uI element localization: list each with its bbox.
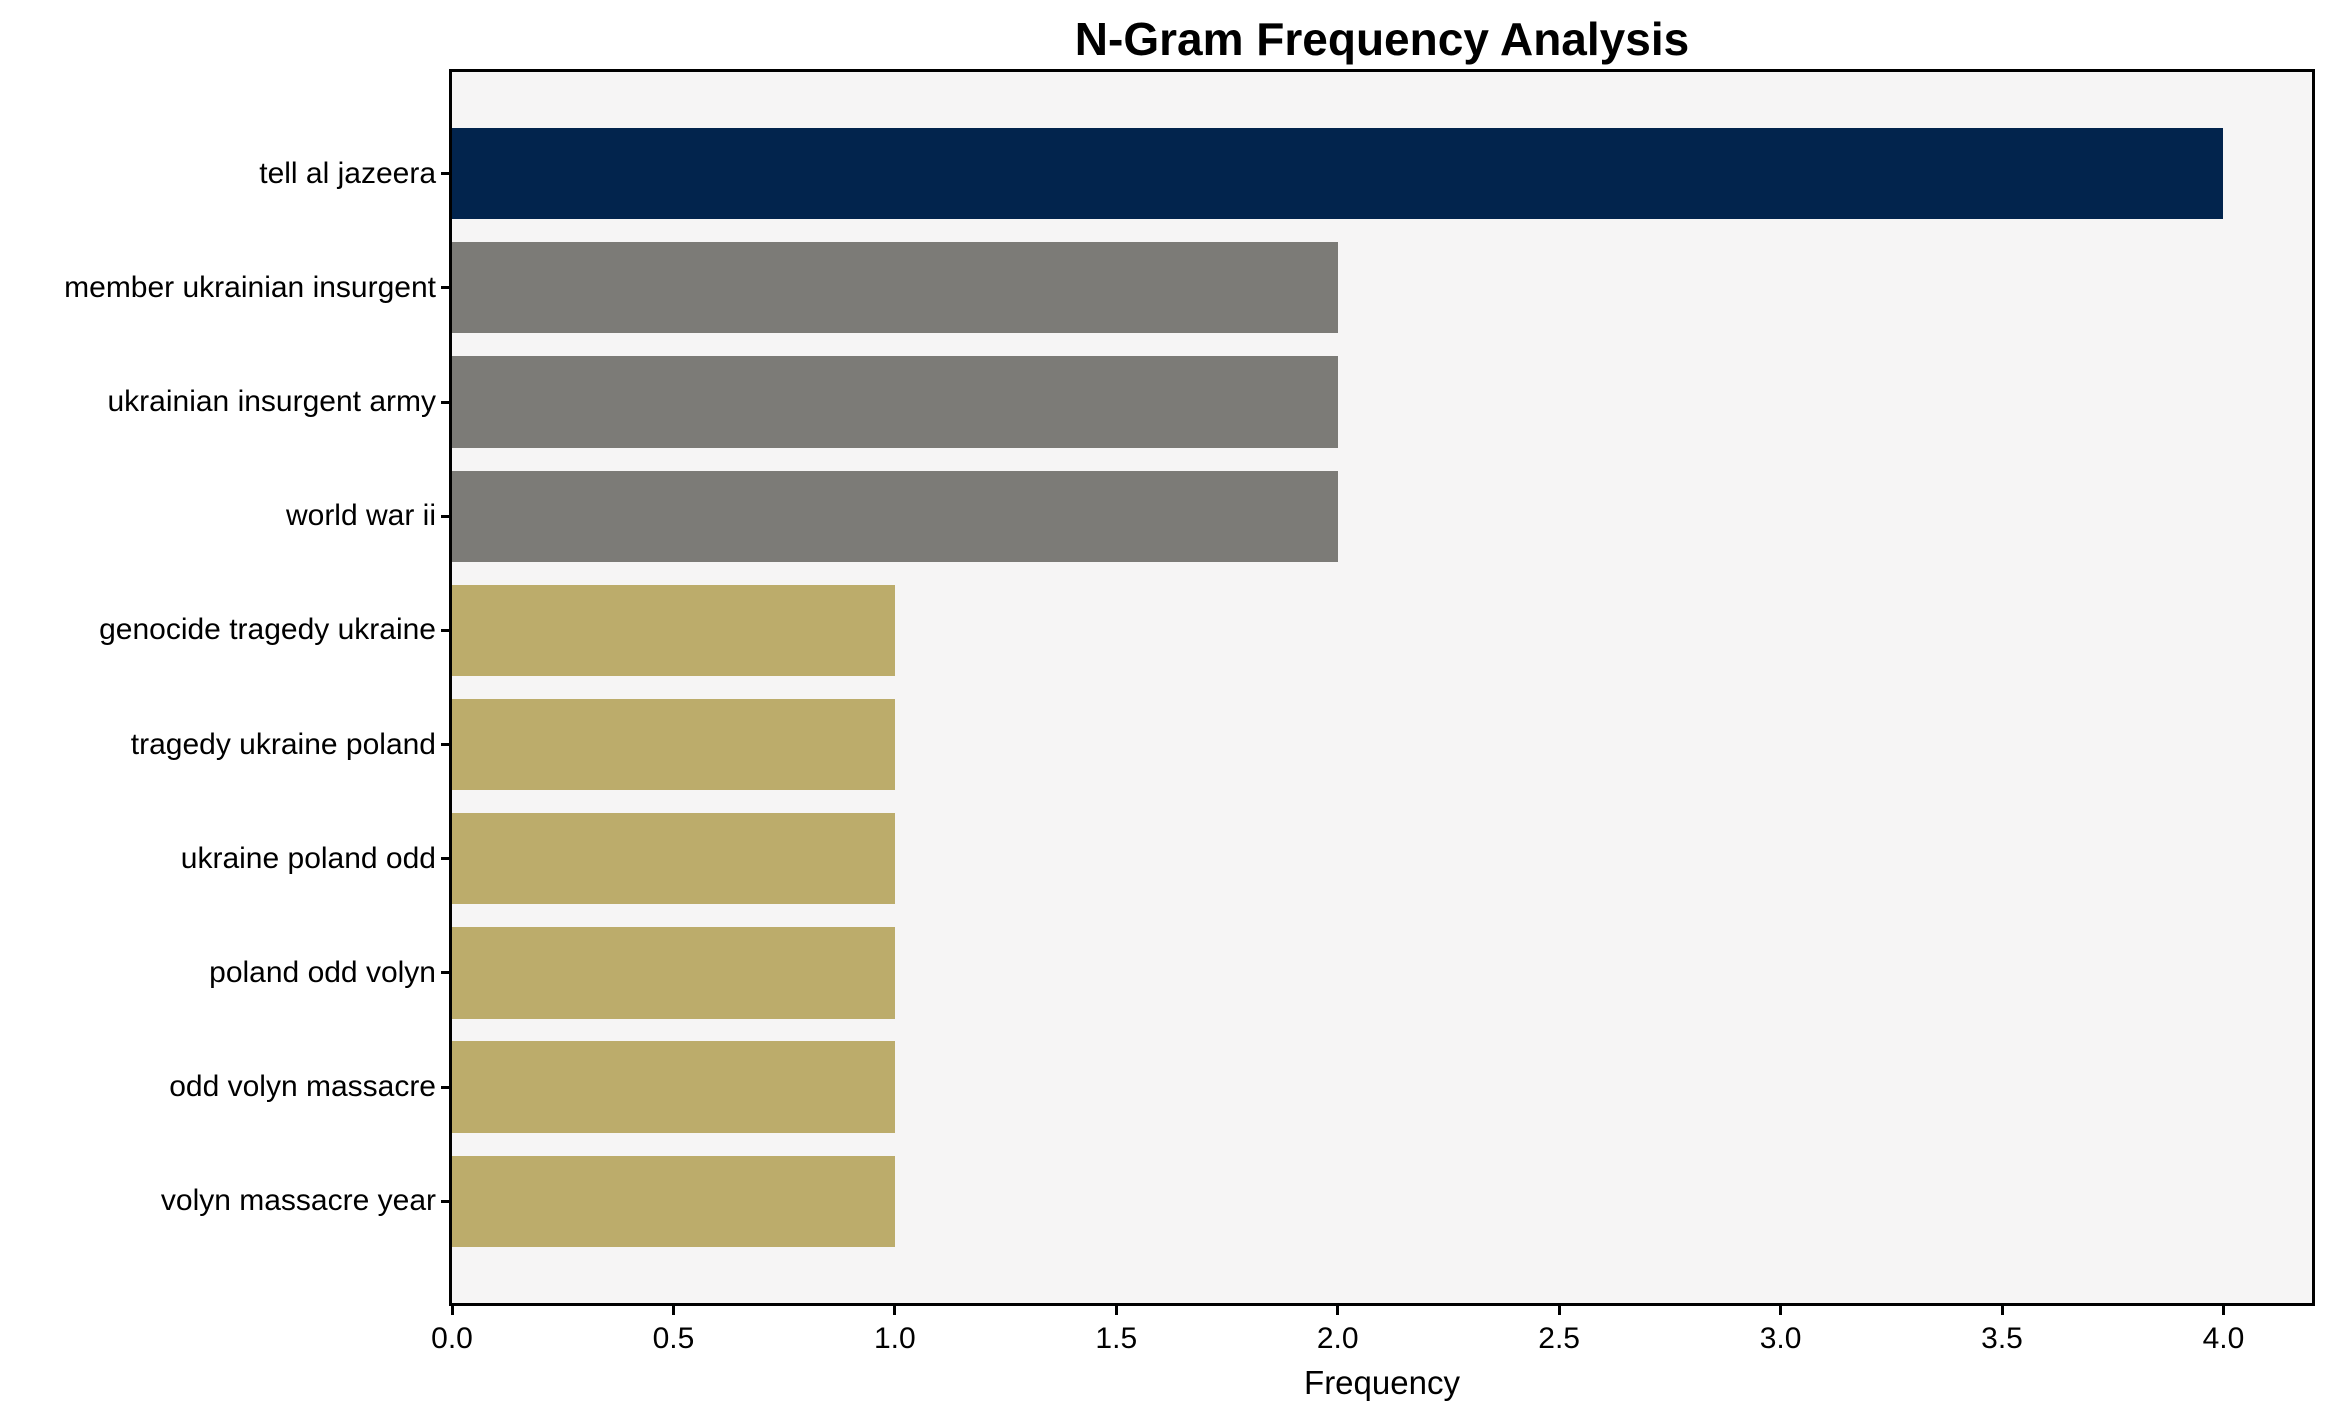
x-tick-mark: [2221, 1303, 2225, 1315]
x-tick-label: 3.5: [1981, 1322, 2023, 1355]
x-tick-label: 1.0: [873, 1322, 916, 1355]
y-tick-label: ukraine poland odd: [180, 841, 436, 875]
x-tick-mark: [671, 1303, 675, 1315]
x-tick-label: 0.0: [431, 1322, 473, 1355]
bar-volyn-massacre-year: [452, 1155, 895, 1248]
x-tick-label: 4.0: [2202, 1322, 2245, 1355]
x-tick-mark: [450, 1303, 454, 1315]
y-tick-label: poland odd volyn: [209, 955, 436, 989]
y-tick-mark: [441, 628, 452, 632]
y-tick-label: volyn massacre year: [160, 1184, 436, 1218]
x-tick-mark: [1557, 1303, 1561, 1315]
y-tick-mark: [441, 857, 452, 861]
y-tick-label: tell al jazeera: [259, 156, 436, 190]
x-tick-label: 0.5: [652, 1322, 695, 1355]
bar-odd-volyn-massacre: [452, 1041, 895, 1133]
bar-world-war-ii: [452, 470, 1338, 562]
y-tick-label: genocide tragedy ukraine: [99, 613, 436, 647]
x-tick-label: 3.0: [1759, 1322, 1802, 1355]
bar-tragedy-ukraine-poland: [452, 698, 895, 791]
y-tick-label: tragedy ukraine poland: [130, 727, 436, 761]
y-tick-label: world war ii: [285, 499, 436, 533]
x-tick-label: 2.0: [1316, 1322, 1359, 1355]
y-tick-mark: [441, 514, 452, 518]
x-tick-mark: [893, 1303, 897, 1315]
plot-area: [452, 72, 2312, 1303]
y-tick-mark: [441, 1199, 452, 1203]
bar-tell-al-jazeera: [452, 127, 2224, 220]
bar-poland-odd-volyn: [452, 927, 895, 1019]
y-tick-mark: [441, 400, 452, 404]
y-tick-mark: [441, 286, 452, 290]
bar-genocide-tragedy-ukraine: [452, 584, 895, 677]
bar-ukrainian-insurgent-army: [452, 356, 1338, 448]
y-tick-mark: [441, 1085, 452, 1089]
bar-ukraine-poland-odd: [452, 813, 895, 905]
bar-member-ukrainian-insurgent: [452, 242, 1338, 334]
x-tick-label: 1.5: [1095, 1322, 1138, 1355]
x-tick-mark: [1336, 1303, 1340, 1315]
y-tick-mark: [441, 743, 452, 747]
chart-title: N-Gram Frequency Analysis: [1074, 13, 1690, 65]
x-tick-label: 2.5: [1538, 1322, 1580, 1355]
y-tick-label: ukrainian insurgent army: [107, 385, 437, 419]
x-tick-mark: [2000, 1303, 2004, 1315]
y-tick-label: member ukrainian insurgent: [64, 270, 436, 304]
x-axis-label: Frequency: [1304, 1364, 1460, 1401]
y-tick-mark: [441, 971, 452, 975]
y-tick-mark: [441, 172, 452, 176]
x-tick-mark: [1114, 1303, 1118, 1315]
x-tick-mark: [1779, 1303, 1783, 1315]
y-tick-label: odd volyn massacre: [169, 1070, 436, 1104]
